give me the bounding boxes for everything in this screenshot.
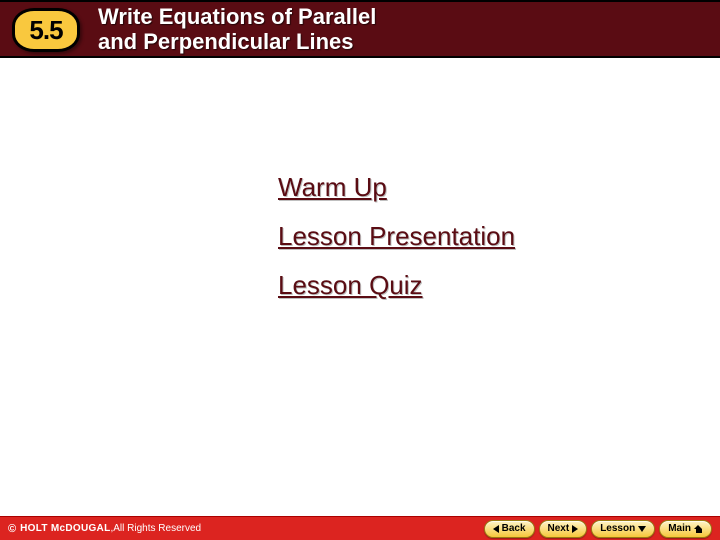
link-lesson-quiz[interactable]: Lesson Quiz [278,270,515,301]
next-button[interactable]: Next [539,520,588,538]
main-button[interactable]: Main [659,520,712,538]
section-badge: 5.5 [12,8,80,52]
footer-bar: © HOLT McDOUGAL , All Rights Reserved Ba… [0,516,720,540]
chevron-down-icon [638,526,646,532]
title-line-2: and Perpendicular Lines [98,29,354,54]
chevron-left-icon [493,525,499,533]
back-button[interactable]: Back [484,520,535,538]
rights-text: All Rights Reserved [113,523,201,534]
copyright-icon: © [8,523,16,535]
link-warm-up[interactable]: Warm Up [278,172,515,203]
main-links: Warm Up Lesson Presentation Lesson Quiz [278,172,515,301]
link-lesson-presentation[interactable]: Lesson Presentation [278,221,515,252]
publisher-name: HOLT McDOUGAL [20,523,110,534]
page-title: Write Equations of Parallel and Perpendi… [98,4,376,55]
home-icon [694,525,703,533]
header-bar: 5.5 Write Equations of Parallel and Perp… [0,0,720,58]
section-number: 5.5 [29,15,62,46]
title-line-1: Write Equations of Parallel [98,4,376,29]
lesson-button-label: Lesson [600,523,635,534]
lesson-button[interactable]: Lesson [591,520,655,538]
chevron-right-icon [572,525,578,533]
next-button-label: Next [548,523,570,534]
main-button-label: Main [668,523,691,534]
back-button-label: Back [502,523,526,534]
